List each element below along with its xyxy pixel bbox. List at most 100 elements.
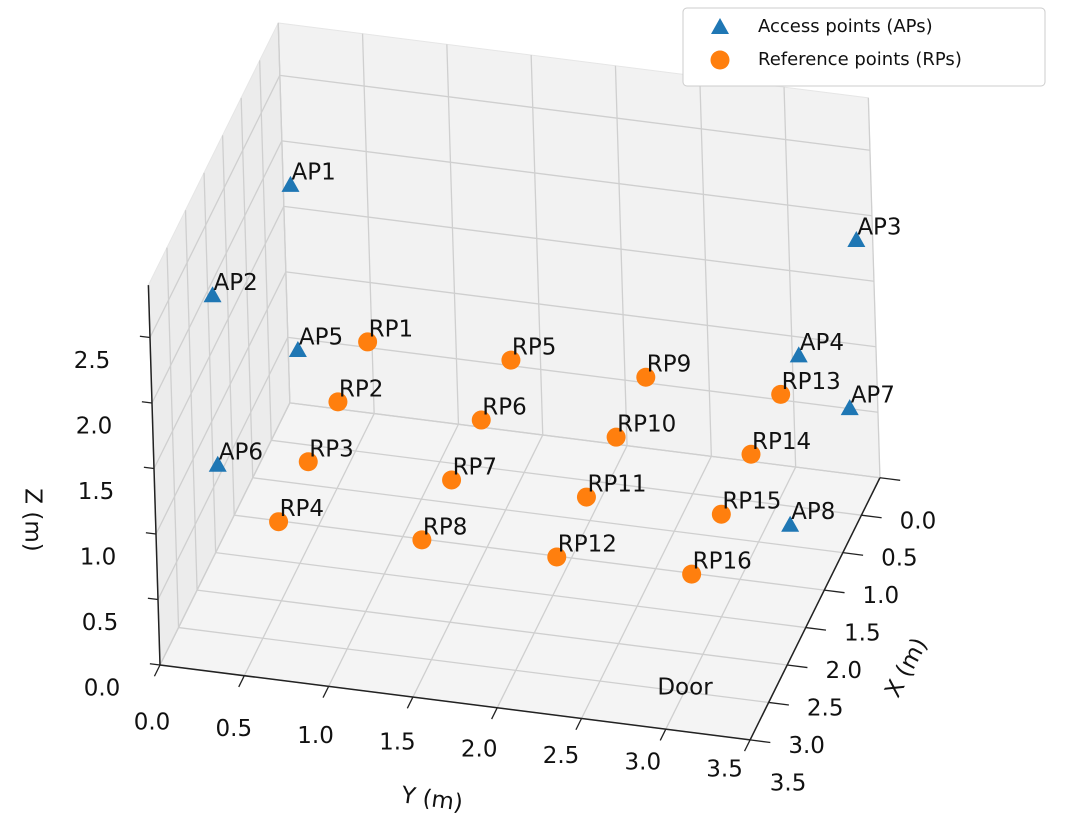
tick-mark (491, 707, 498, 720)
point-label: RP1 (369, 316, 413, 342)
grid-line (328, 423, 460, 687)
point-label: RP2 (339, 376, 383, 402)
grid-line (580, 456, 712, 719)
point-label: RP3 (309, 436, 353, 462)
grid-line (221, 135, 235, 516)
y-tick-label: 1.5 (379, 730, 416, 756)
tick-mark (659, 728, 667, 741)
z-tick-label: 1.5 (78, 479, 115, 505)
grid-line (149, 75, 281, 338)
point-label: RP10 (617, 412, 676, 438)
x-tick-label: 1.5 (844, 621, 881, 647)
axis-line (749, 477, 881, 741)
tick-mark (406, 696, 414, 709)
data-point (281, 175, 300, 192)
data-point (771, 384, 791, 404)
x-tick-label: 0.5 (881, 546, 918, 572)
y-tick-label: 0.0 (134, 710, 171, 736)
axis-line (147, 285, 161, 666)
point-label: AP3 (857, 215, 901, 241)
grid-line (281, 140, 873, 217)
point-label: RP7 (453, 454, 497, 480)
tick-mark (147, 597, 159, 601)
y-tick-label: 3.5 (706, 756, 743, 782)
points: AP1 AP2 AP3 AP4 AP5 AP6 AP7 AP8 RP1 RP2 RP3 RP4 RP5 R… (203, 159, 902, 584)
panes (147, 22, 881, 741)
y-axis-label: Y (m) (399, 782, 465, 816)
grid-line (289, 402, 881, 479)
legend-box (682, 7, 1046, 87)
point-label: RP15 (722, 489, 781, 515)
grid-line (259, 60, 272, 441)
z-tick-label: 0.5 (82, 610, 119, 636)
y-tick-label: 0.5 (216, 716, 253, 742)
grid-line (699, 76, 712, 457)
point-label: AP5 (299, 324, 343, 350)
point-label: RP12 (558, 532, 617, 558)
data-point (576, 487, 596, 507)
grid-line (155, 271, 287, 535)
data-point (501, 350, 521, 370)
tick-mark (141, 401, 153, 404)
y-tick-label: 3.0 (625, 750, 662, 776)
point-label: RP13 (782, 369, 841, 395)
data-point (840, 399, 859, 416)
legend: Access points (APs) Reference points (RPs… (682, 7, 1046, 87)
point-label: RP6 (482, 395, 526, 421)
data-point (741, 444, 761, 464)
legend-label: Access points (APs) (758, 16, 933, 37)
x-tick-label: 2.0 (825, 658, 862, 684)
tick-mark (145, 532, 157, 535)
grid-line (197, 589, 788, 666)
tick-mark (842, 552, 864, 556)
tick-mark (879, 477, 901, 481)
grid-line (496, 445, 628, 709)
grid-line (166, 247, 180, 628)
tick-mark (824, 589, 845, 594)
data-point (269, 512, 289, 532)
tick-mark (153, 664, 161, 677)
grid-line (614, 65, 628, 446)
data-point (547, 547, 567, 567)
x-tick-label: 1.0 (863, 583, 900, 609)
axis-line (159, 664, 751, 741)
tick-mark (743, 739, 751, 752)
data-point (298, 452, 318, 472)
y-tick-label: 2.0 (461, 736, 498, 762)
point-label: AP4 (800, 330, 844, 356)
point-label: RP5 (512, 335, 556, 361)
grid-line (240, 97, 254, 478)
grid-line (203, 172, 217, 553)
x-tick-label: 3.5 (770, 770, 807, 796)
data-point (288, 340, 307, 357)
data-point (471, 410, 491, 430)
x-tick-label: 2.5 (807, 696, 844, 722)
annotation: Door (657, 675, 713, 701)
data-point (781, 515, 800, 532)
grid-line (285, 271, 877, 348)
tick-mark (805, 626, 827, 631)
data-point (682, 564, 702, 584)
z-axis-label: Z (m) (20, 488, 46, 551)
grid-line (279, 74, 871, 151)
data-point (711, 504, 731, 524)
tick-mark (139, 335, 151, 339)
tick-mark (149, 663, 161, 666)
grid-line (271, 439, 862, 516)
grid-line (234, 514, 825, 591)
data-point (636, 367, 656, 387)
point-label: RP16 (693, 549, 752, 575)
grid-line (153, 206, 285, 469)
data-point (789, 346, 808, 363)
grid-line (215, 552, 806, 629)
tick-mark (575, 718, 583, 731)
grid-line (283, 205, 875, 282)
legend-marker (710, 50, 730, 70)
grid-line (530, 55, 544, 435)
legend-label: Reference points (RPs) (758, 49, 962, 70)
data-point (442, 470, 462, 490)
legend-marker (711, 18, 729, 34)
point-label: RP8 (423, 514, 467, 540)
grid-line (412, 434, 544, 698)
